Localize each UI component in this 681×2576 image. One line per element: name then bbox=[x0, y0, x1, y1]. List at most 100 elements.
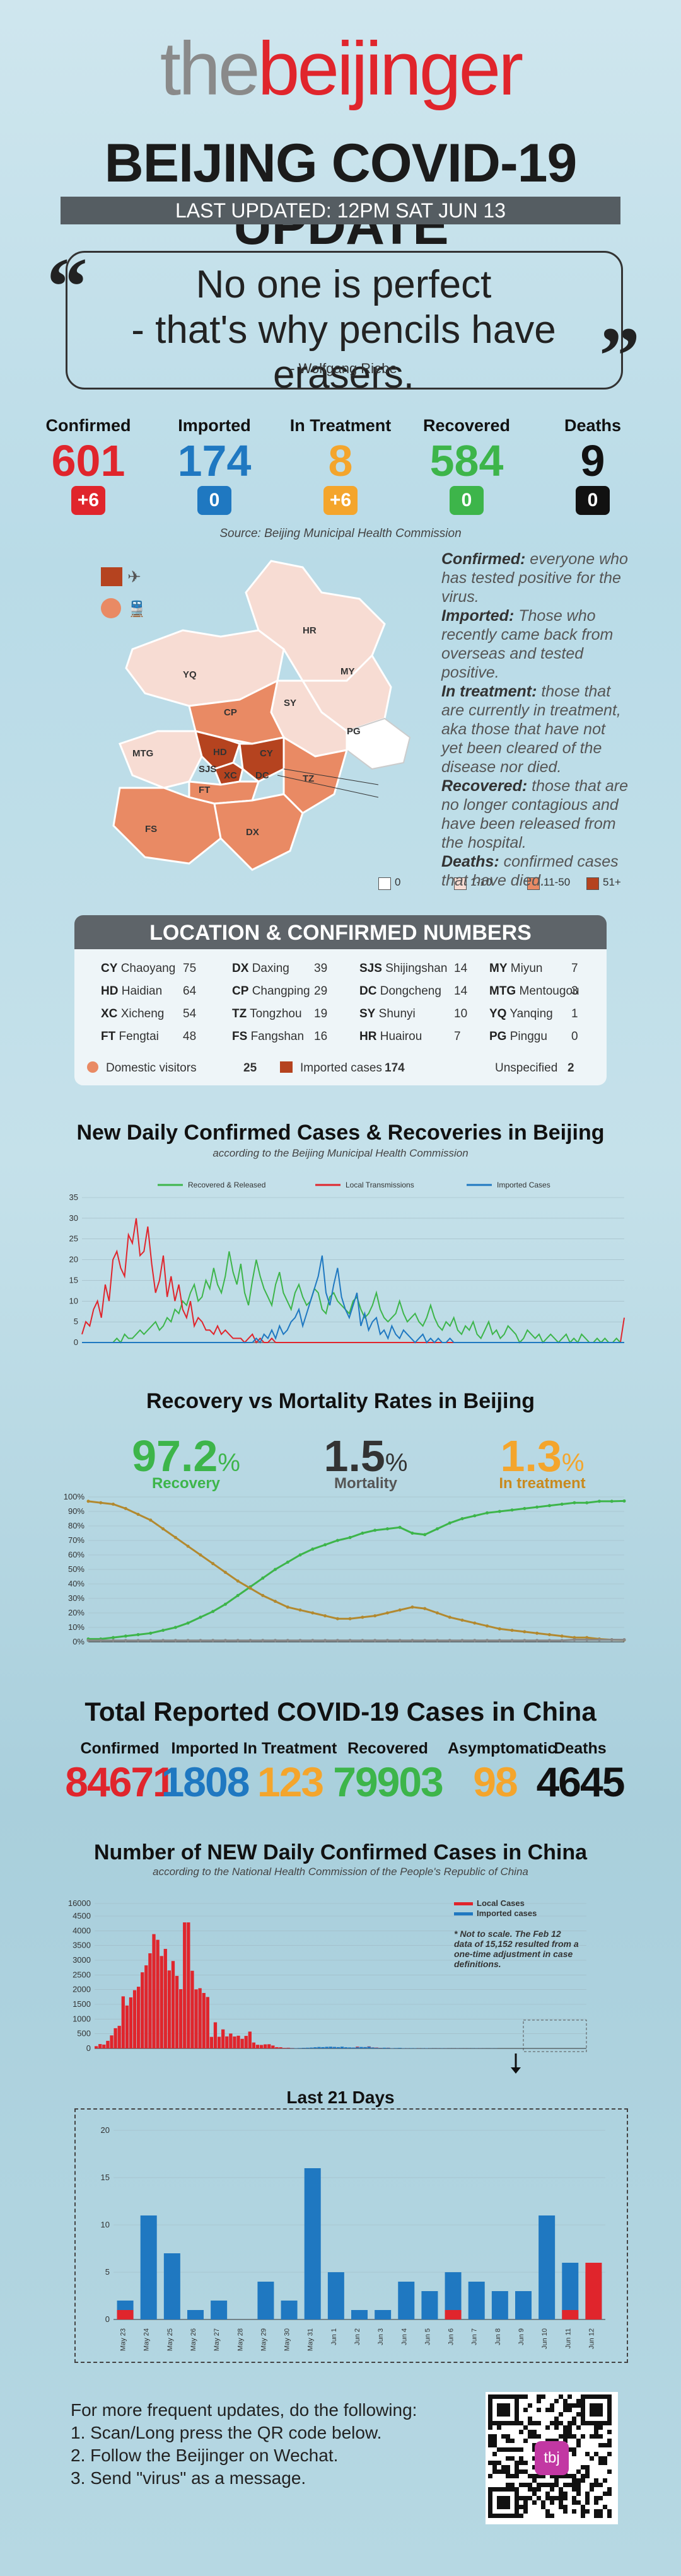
data-point bbox=[597, 1638, 601, 1642]
quote-author: - Wolfgang Riebe bbox=[290, 361, 397, 376]
qr-module bbox=[598, 2425, 603, 2430]
bar bbox=[244, 2036, 248, 2048]
y-tick-label: 100% bbox=[64, 1492, 85, 1501]
data-point bbox=[286, 1605, 289, 1609]
qr-module bbox=[590, 2487, 594, 2492]
data-point bbox=[348, 1535, 352, 1539]
qr-module bbox=[545, 2425, 550, 2430]
bar-imported bbox=[187, 2310, 204, 2319]
qr-module bbox=[554, 2399, 559, 2403]
data-point bbox=[560, 1639, 564, 1643]
bar bbox=[121, 1996, 125, 2048]
data-point bbox=[186, 1621, 190, 1625]
district-code: XC bbox=[101, 1007, 118, 1020]
qr-module bbox=[585, 2509, 590, 2514]
data-point bbox=[211, 1562, 215, 1566]
bar bbox=[95, 2046, 98, 2048]
bar bbox=[114, 2028, 117, 2048]
qr-module bbox=[545, 2496, 550, 2500]
qr-module bbox=[510, 2439, 515, 2443]
qr-module bbox=[594, 2500, 598, 2505]
series-line-in-treatment bbox=[88, 1500, 625, 1641]
data-point bbox=[311, 1547, 315, 1551]
qr-module bbox=[488, 2461, 492, 2465]
qr-module bbox=[607, 2509, 612, 2514]
qr-module bbox=[497, 2469, 501, 2474]
y-tick-label: 1000 bbox=[73, 2014, 91, 2023]
qr-module bbox=[607, 2443, 612, 2447]
imported-count: 174 bbox=[385, 1061, 405, 1075]
qr-module bbox=[523, 2505, 528, 2509]
qr-module bbox=[515, 2469, 519, 2474]
data-point bbox=[236, 1579, 240, 1583]
qr-module bbox=[594, 2483, 598, 2487]
qr-module bbox=[607, 2487, 612, 2492]
total-0: Confirmed 84671 bbox=[63, 1740, 177, 1806]
qr-module bbox=[528, 2496, 532, 2500]
data-point bbox=[435, 1639, 439, 1643]
definition-4: Deaths: confirmed cases that have died. bbox=[441, 852, 631, 890]
data-point bbox=[423, 1639, 427, 1643]
qr-module bbox=[581, 2474, 585, 2478]
footer-line2: 2. Follow the Beijinger on Wechat. bbox=[71, 2446, 339, 2465]
series-line-recovery bbox=[88, 1499, 625, 1640]
train-icon: 🚆 bbox=[127, 600, 146, 618]
recovery-stat: 97.2% Recovery bbox=[132, 1431, 240, 1492]
data-point bbox=[535, 1505, 539, 1509]
qr-module bbox=[594, 2452, 598, 2456]
total-label: Deaths bbox=[554, 1740, 607, 1757]
y-tick-label: 60% bbox=[68, 1550, 84, 1559]
scale-swatch-3 bbox=[586, 877, 599, 890]
definition-text: those that are no longer contagious and … bbox=[441, 777, 629, 852]
qr-module bbox=[550, 2487, 554, 2492]
bar bbox=[160, 1956, 163, 2048]
domestic-label: Domestic visitors bbox=[106, 1061, 197, 1075]
district-name: Pinggu bbox=[509, 1030, 547, 1043]
data-point bbox=[473, 1621, 477, 1625]
bar bbox=[329, 2047, 332, 2048]
qr-module bbox=[603, 2478, 607, 2483]
district-name: Chaoyang bbox=[120, 962, 176, 975]
data-point bbox=[473, 1639, 477, 1643]
bar bbox=[156, 1939, 160, 2048]
data-point bbox=[585, 1501, 589, 1505]
qr-module bbox=[519, 2461, 523, 2465]
bar bbox=[264, 2044, 267, 2048]
qr-module bbox=[537, 2434, 541, 2439]
data-point bbox=[261, 1639, 265, 1643]
y-tick-label: 16000 bbox=[68, 1898, 91, 1908]
stat-value: 601 bbox=[51, 436, 125, 485]
location-cell: HR Huairou 7 bbox=[359, 1030, 486, 1049]
district-name: Shunyi bbox=[378, 1007, 416, 1020]
data-point bbox=[86, 1639, 90, 1643]
series-line-mortality bbox=[88, 1639, 624, 1642]
qr-module bbox=[492, 2452, 497, 2456]
district-name: Shijingshan bbox=[385, 962, 448, 975]
bar bbox=[117, 2026, 121, 2048]
qr-module bbox=[568, 2425, 572, 2430]
data-point bbox=[348, 1639, 352, 1643]
district-name: Miyun bbox=[510, 962, 543, 975]
data-point bbox=[223, 1602, 227, 1606]
data-point bbox=[248, 1586, 252, 1590]
qr-module bbox=[510, 2483, 515, 2487]
qr-module bbox=[563, 2496, 568, 2500]
bar bbox=[167, 1970, 172, 2048]
data-point bbox=[186, 1544, 190, 1548]
qr-module bbox=[581, 2505, 585, 2509]
stat-value: 174 bbox=[177, 436, 252, 485]
data-point bbox=[498, 1639, 501, 1643]
map-label-CY: CY bbox=[260, 748, 273, 759]
x-tick-label: Jun 12 bbox=[588, 2328, 595, 2349]
data-point bbox=[311, 1639, 315, 1643]
qr-module bbox=[519, 2483, 523, 2487]
stat-value: 8 bbox=[328, 436, 353, 485]
data-point bbox=[311, 1611, 315, 1615]
qr-module bbox=[515, 2474, 519, 2478]
qr-module bbox=[585, 2500, 590, 2505]
qr-module bbox=[541, 2505, 545, 2509]
bar bbox=[225, 2036, 229, 2048]
qr-module bbox=[576, 2425, 581, 2430]
data-point bbox=[261, 1576, 265, 1580]
qr-module bbox=[519, 2514, 523, 2518]
